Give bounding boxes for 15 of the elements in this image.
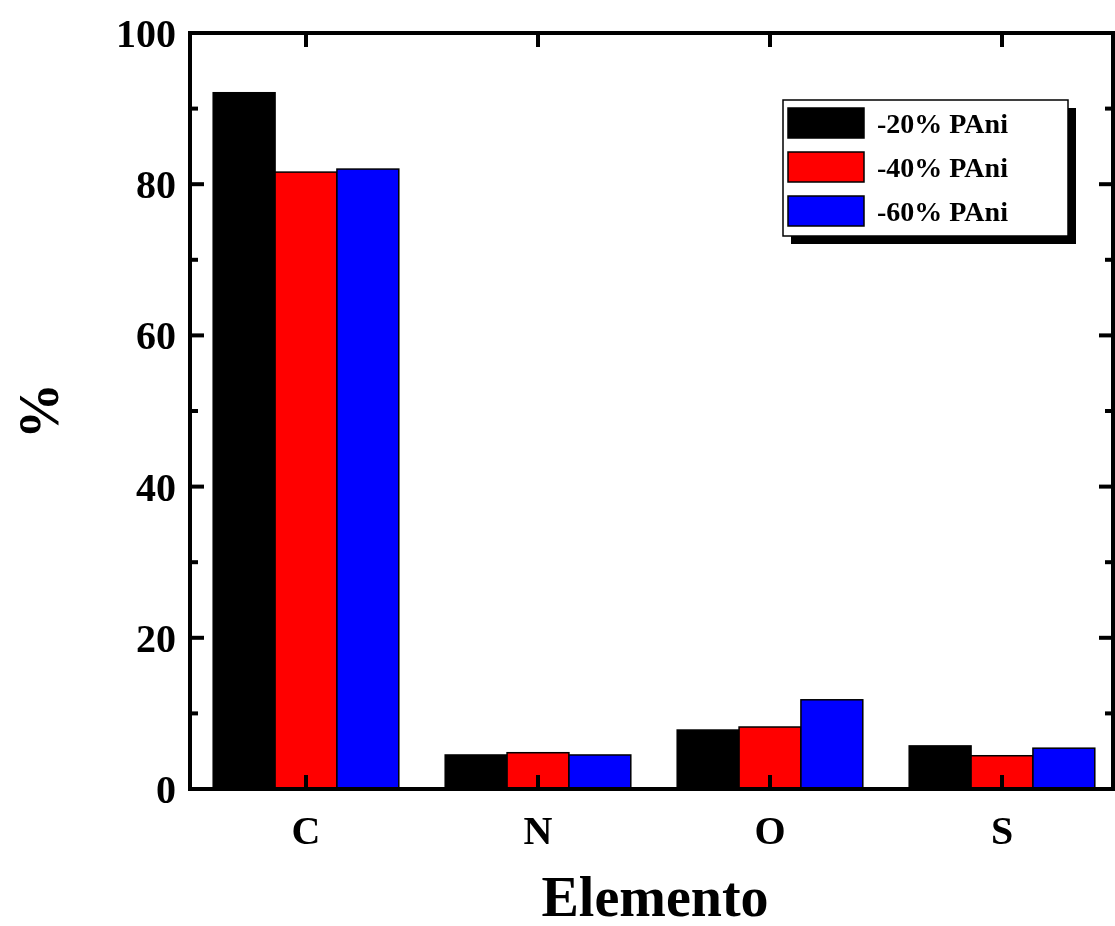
x-tick-label: S [990, 808, 1014, 853]
legend-label: -20% PAni [877, 107, 1009, 139]
y-tick-label: 20 [136, 615, 176, 661]
x-tick-label: C [291, 808, 321, 853]
x-axis-title: Elemento [541, 866, 769, 926]
x-tick-label: O [754, 808, 786, 853]
x-tick-label: N [523, 808, 553, 853]
y-tick-label: 80 [136, 162, 176, 208]
y-tick-label: 40 [136, 464, 176, 510]
y-tick-label: 60 [136, 313, 176, 359]
y-tick-label: 0 [156, 767, 176, 812]
y-axis-title: % [8, 383, 70, 439]
legend-label: -60% PAni [877, 195, 1009, 227]
y-tick-label: 100 [116, 11, 176, 56]
legend-label: -40% PAni [877, 151, 1009, 183]
